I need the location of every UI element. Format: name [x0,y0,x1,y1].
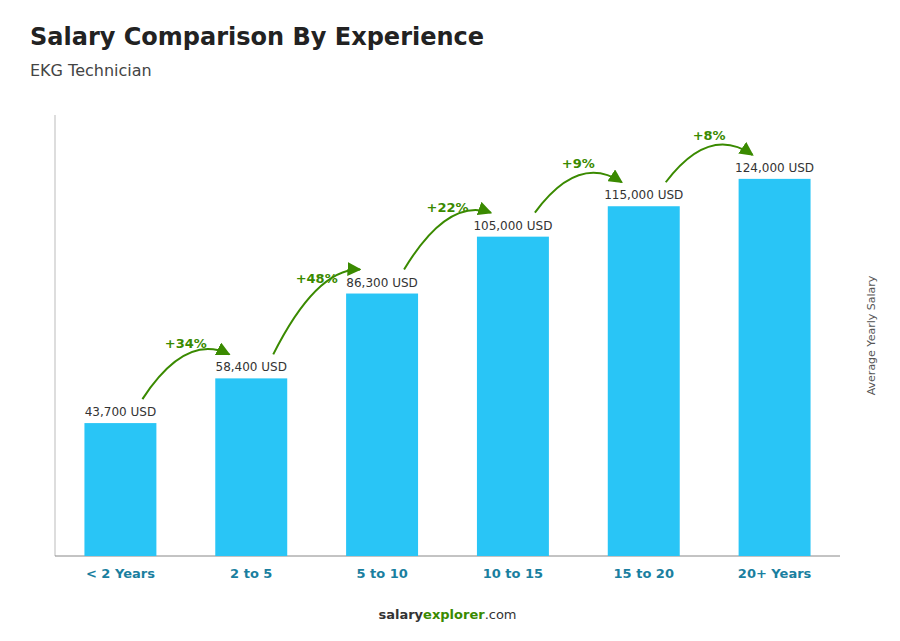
change-label: +22% [426,200,468,215]
data-label: 115,000 USD [604,188,683,202]
change-arrow [142,349,229,399]
y-axis-label: Average Yearly Salary [865,275,878,395]
y-axis-line [55,115,56,556]
data-label: 124,000 USD [735,161,814,175]
bar [84,423,156,556]
bars [84,179,810,556]
bar [346,294,418,556]
x-axis-line [55,556,840,557]
title: Salary Comparison By Experience [30,23,484,51]
data-label: 86,300 USD [346,276,417,290]
change-label: +34% [165,336,207,351]
footer-part: explorer [423,607,485,622]
bar [215,378,287,556]
change-label: +8% [693,128,726,143]
change-arrow [404,210,491,270]
change-arrow [666,144,753,182]
x-tick-label: 20+ Years [738,566,812,581]
chart-container: Salary Comparison By Experience EKG Techn… [0,0,900,641]
change-arrow [273,270,360,355]
x-tick-label: 15 to 20 [614,566,674,581]
bar [739,179,811,556]
x-tick-label: 10 to 15 [483,566,543,581]
footer-part: salary [378,607,423,622]
change-label: +48% [296,271,338,286]
footer-part: .com [485,607,517,622]
x-tick-label: 5 to 10 [356,566,407,581]
change-arrow [535,173,622,213]
bar [477,237,549,556]
chart-svg: Salary Comparison By Experience EKG Techn… [0,0,900,641]
change-label: +9% [562,156,595,171]
data-label: 43,700 USD [85,405,156,419]
data-label: 58,400 USD [216,360,287,374]
x-tick-label: 2 to 5 [230,566,272,581]
footer: salaryexplorer.com [378,607,516,622]
data-label: 105,000 USD [473,219,552,233]
subtitle: EKG Technician [30,61,152,80]
bar [608,206,680,556]
x-tick-label: < 2 Years [86,566,155,581]
